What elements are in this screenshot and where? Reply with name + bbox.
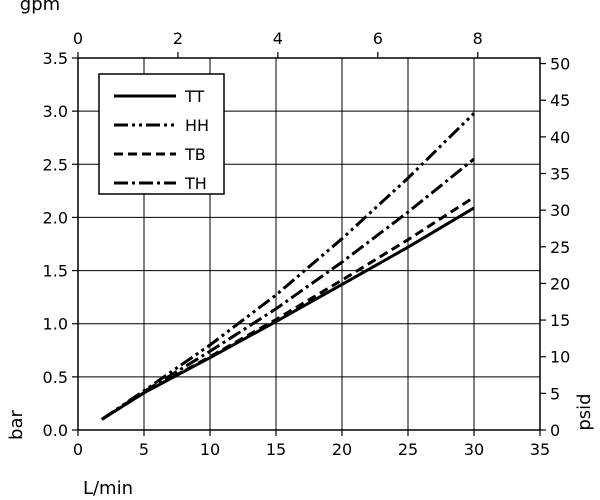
x2-tick-label: 2 — [173, 29, 183, 48]
x-axis-label: L/min — [83, 478, 133, 499]
y-tick-label: 3.0 — [43, 102, 68, 121]
legend-box — [98, 73, 225, 195]
y-tick-label: 3.5 — [43, 49, 68, 68]
x-tick-label: 10 — [200, 440, 220, 459]
y2-tick-label: 50 — [550, 55, 570, 74]
x-tick-label: 35 — [530, 440, 550, 459]
y-tick-label: 1.0 — [43, 315, 68, 334]
y2-tick-label: 25 — [550, 238, 570, 257]
x2-tick-label: 6 — [373, 29, 383, 48]
y-tick-label: 0.5 — [43, 368, 68, 387]
y2-tick-label: 30 — [550, 201, 570, 220]
y-axis-label: bar — [6, 409, 27, 439]
y2-tick-label: 0 — [550, 421, 560, 440]
y2-tick-label: 5 — [550, 384, 560, 403]
y2-tick-label: 10 — [550, 348, 570, 367]
legend-label-tt: TT — [184, 87, 204, 106]
x-tick-label: 15 — [266, 440, 286, 459]
plot-frame — [77, 57, 541, 431]
x2-tick-label: 4 — [273, 29, 283, 48]
x-tick-label: 20 — [332, 440, 352, 459]
series-line-th — [100, 157, 475, 421]
y2-tick-label: 45 — [550, 91, 570, 110]
y2-tick-label: 20 — [550, 274, 570, 293]
y2-tick-label: 40 — [550, 128, 570, 147]
y2-tick-label: 15 — [550, 311, 570, 330]
x-tick-label: 0 — [73, 440, 83, 459]
x-tick-label: 25 — [398, 440, 418, 459]
y-tick-label: 2.0 — [43, 208, 68, 227]
legend-label-hh: HH — [185, 116, 209, 135]
y-tick-label: 1.5 — [43, 262, 68, 281]
y2-axis-label: psid — [574, 393, 595, 430]
y-tick-label: 2.5 — [43, 155, 68, 174]
series-line-tb — [101, 195, 475, 421]
legend-label-th: TH — [184, 174, 207, 193]
x-tick-label: 30 — [464, 440, 484, 459]
y2-tick-label: 35 — [550, 164, 570, 183]
x2-tick-label: 0 — [73, 29, 83, 48]
legend-label-tb: TB — [184, 145, 206, 164]
x2-axis-label: gpm — [20, 0, 60, 15]
x2-tick-label: 8 — [473, 29, 483, 48]
y-tick-label: 0.0 — [43, 421, 68, 440]
x-tick-label: 5 — [139, 440, 149, 459]
